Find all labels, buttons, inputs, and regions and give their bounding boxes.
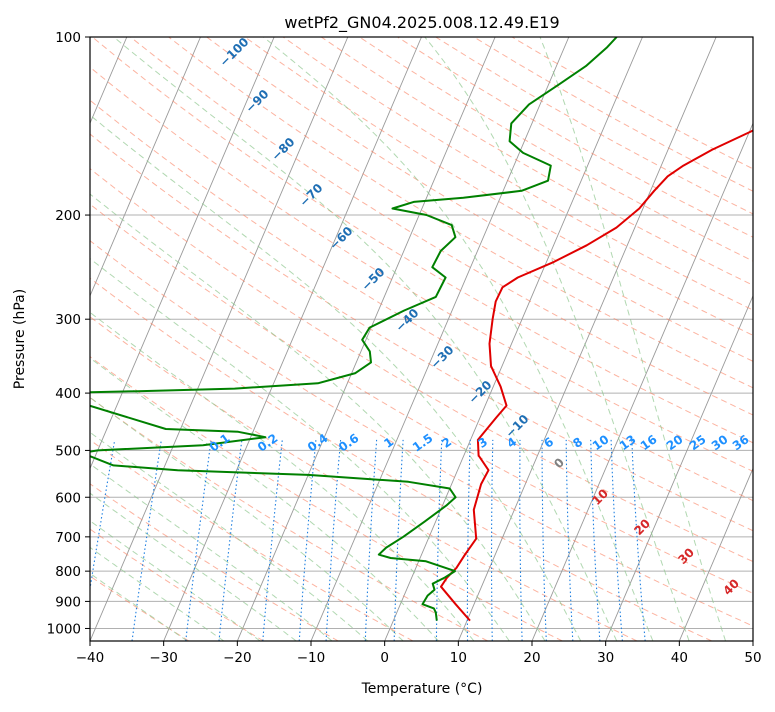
dry-adiabat [0,37,637,641]
x-tick-label: −30 [149,650,178,666]
mixing-ratio-label: 0.1 [207,431,232,455]
mixing-ratio-label: 8 [570,435,585,451]
mixing-ratio-line [542,440,546,641]
moist-adiabat [0,37,403,641]
mixing-ratio-label: 1.5 [410,431,435,455]
temperature-line [441,37,775,621]
dry-adiabat-label: −20 [466,378,495,407]
moist-adiabat [540,37,726,641]
y-tick-label: 500 [55,443,81,459]
dry-adiabat [359,37,775,641]
dry-adiabat [283,37,775,641]
isotherm-line [458,37,716,641]
x-tick-label: 20 [523,650,540,666]
dry-adiabat-label: −80 [269,135,298,164]
y-tick-label: 400 [55,386,81,402]
mixing-ratio-line [263,440,283,641]
dry-adiabat [0,37,338,641]
mixing-ratio-label: 4 [504,435,519,451]
y-tick-label: 900 [55,594,81,610]
x-tick-label: 50 [744,650,761,666]
moist-adiabat-label: 30 [675,545,697,567]
y-tick-label: 800 [55,564,81,580]
x-tick-label: −20 [223,650,252,666]
mixing-ratio-line [520,440,522,641]
dry-adiabat-label: −90 [243,87,272,116]
moist-adiabat [0,37,474,641]
moist-adiabat [0,37,187,641]
y-axis-label: Pressure (hPa) [12,289,28,389]
dry-adiabat [92,37,775,641]
moist-adiabat-label: 20 [631,516,653,538]
dry-adiabat-label: −60 [327,224,356,253]
moist-adiabat [0,37,224,641]
moist-adiabat [0,37,545,641]
mixing-ratio-line [82,440,115,641]
dry-adiabat [436,37,775,641]
y-tick-label: 200 [55,208,81,224]
mixing-ratio-label: 1 [381,435,396,451]
dry-adiabat [0,37,775,641]
dry-adiabat [512,37,775,641]
mixing-ratio-line [299,440,316,641]
y-tick-label: 700 [55,530,81,546]
mixing-ratio-line [632,440,645,641]
mixing-ratio-line [611,440,622,641]
dry-adiabat [0,37,562,641]
mixing-ratio-line [219,440,242,641]
isotherm-line [385,37,643,641]
mixing-ratio-label: 6 [541,435,556,451]
x-tick-label: 10 [450,650,467,666]
isotherm-line [16,37,274,641]
y-tick-label: 100 [55,30,81,46]
plot-area: −100−90−80−70−60−50−40−30−20−10010203040… [0,35,775,641]
moist-adiabat [0,37,296,641]
dry-adiabat [0,37,488,641]
dry-adiabat-label: −50 [359,265,388,294]
x-axis-label: Temperature (°C) [361,681,483,697]
dry-adiabat [0,37,264,641]
dry-adiabat [0,37,413,641]
isotherm-line [753,37,775,641]
x-tick-label: 30 [597,650,614,666]
chart-title: wetPf2_GN04.2025.008.12.49.E19 [284,13,559,33]
moist-adiabat [0,37,260,641]
x-tick-label: 40 [671,650,688,666]
dry-adiabat-label: −30 [428,343,457,372]
mixing-ratio-line [492,440,493,641]
moist-adiabat [0,37,368,641]
mixing-ratio-line [591,440,600,641]
dry-adiabat [0,37,712,641]
x-tick-label: 0 [380,650,389,666]
isotherm-line [90,37,348,641]
dry-adiabat [0,37,189,641]
mixing-ratio-label: 0.4 [305,431,330,455]
x-tick-label: −10 [297,650,326,666]
dry-adiabat-label: −40 [393,306,422,335]
y-tick-label: 1000 [47,621,81,637]
isotherm-line [679,37,775,641]
y-tick-label: 300 [55,312,81,328]
dry-adiabat-label: −100 [217,35,252,70]
x-tick-label: −40 [76,650,105,666]
y-tick-label: 600 [55,490,81,506]
moist-adiabat [425,37,689,641]
moist-adiabat-label: 0 [551,455,567,471]
mixing-ratio-line [467,440,470,641]
isotherm-line [237,37,495,641]
